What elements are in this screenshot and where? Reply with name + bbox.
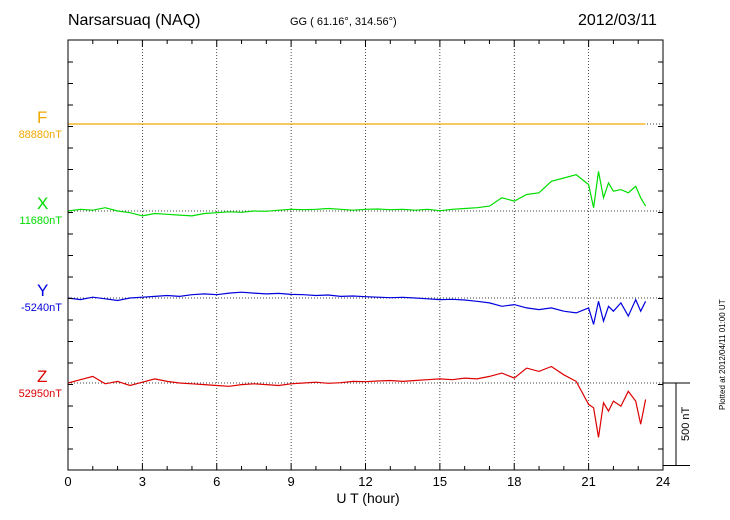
station-title: Narsarsuaq (NAQ)	[68, 12, 201, 29]
plot-frame	[67, 39, 664, 471]
x-tick-label: 0	[64, 474, 72, 489]
x-axis-label: U T (hour)	[336, 490, 400, 506]
scale-bar	[663, 382, 690, 466]
series-line-y	[67, 291, 647, 325]
x-tick-label: 18	[507, 474, 522, 489]
chart-ticks	[67, 40, 664, 470]
component-label-x: X	[37, 194, 49, 213]
baseline-value-f: 88880nT	[18, 129, 62, 141]
chart-date: 2012/03/11	[578, 12, 657, 29]
component-label-z: Z	[37, 367, 48, 386]
series-line-z	[67, 365, 647, 438]
station-coordinates: GG ( 61.16°, 314.56°)	[290, 16, 397, 28]
x-tick-label: 12	[358, 474, 373, 489]
series-line-x	[67, 171, 647, 217]
x-tick-label: 24	[655, 474, 671, 489]
baseline-value-y: -5240nT	[21, 302, 62, 314]
x-tick-label: 3	[138, 474, 146, 489]
plotted-timestamp: Plotted at 2012/04/11 01:00 UT	[718, 299, 727, 410]
component-label-y: Y	[37, 281, 49, 300]
component-label-f: F	[37, 108, 48, 127]
baseline-value-z: 52950nT	[18, 388, 62, 400]
chart-series	[67, 123, 647, 438]
chart-grid	[142, 40, 589, 470]
x-tick-label: 6	[213, 474, 221, 489]
baseline-value-x: 11680nT	[19, 215, 62, 227]
scale-bar-label: 500 nT	[680, 406, 692, 441]
x-tick-label: 21	[581, 474, 596, 489]
x-tick-label: 15	[432, 474, 448, 489]
x-tick-label: 9	[287, 474, 295, 489]
